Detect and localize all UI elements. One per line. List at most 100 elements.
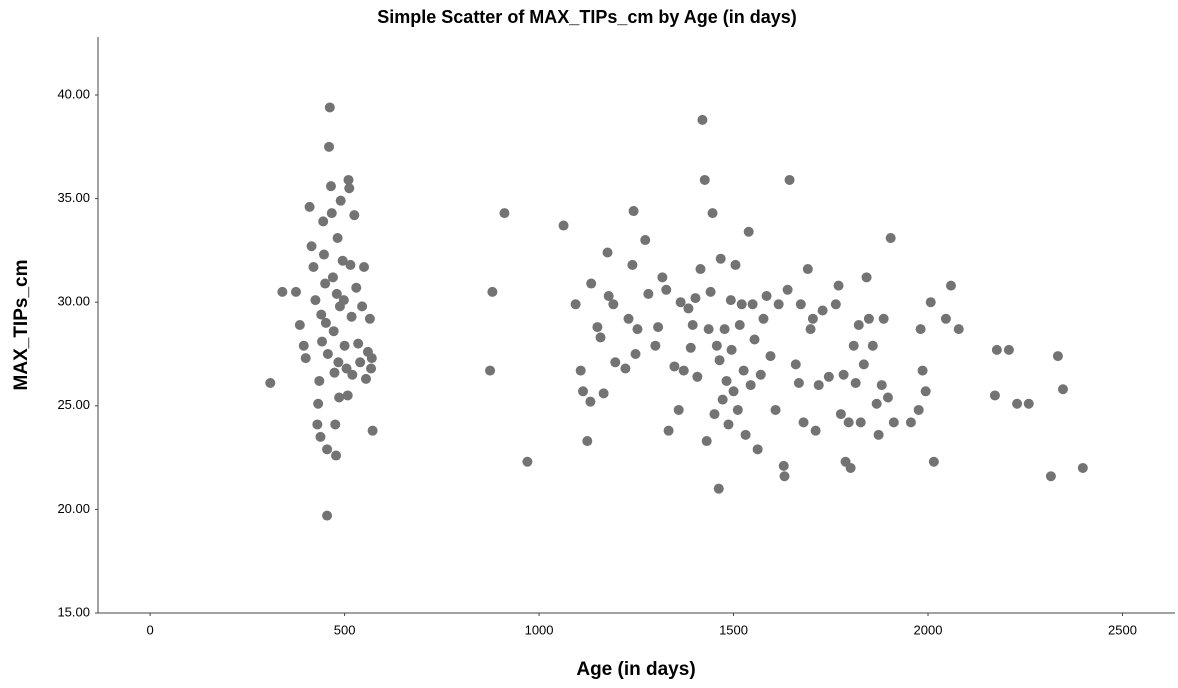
scatter-point [366,353,377,364]
y-tick-label: 30.00 [57,294,90,309]
scatter-point [752,444,763,455]
scatter-point [873,429,884,440]
scatter-point [703,324,714,335]
scatter-point [1003,344,1014,355]
scatter-point [342,390,353,401]
scatter-point [738,365,749,376]
scatter-point [316,309,327,320]
scatter-point [290,286,301,297]
scatter-point [578,386,589,397]
scatter-point [728,386,739,397]
scatter-point [685,342,696,353]
scatter-point [313,398,324,409]
scatter-point [699,174,710,185]
scatter-point [678,365,689,376]
scatter-point [784,174,795,185]
scatter-point [1057,384,1068,395]
scatter-point [602,247,613,258]
scatter-point [848,340,859,351]
scatter-point [915,324,926,335]
scatter-point [359,261,370,272]
scatter-point [592,322,603,333]
scatter-point [347,369,358,380]
scatter-point [585,396,596,407]
scatter-point [838,369,849,380]
scatter-point [324,141,335,152]
scatter-point [650,340,661,351]
scatter-point [917,365,928,376]
x-tick-label: 1000 [525,622,554,637]
scatter-point [945,280,956,291]
y-tick-label: 20.00 [57,501,90,516]
scatter-point [343,174,354,185]
scatter-point [306,241,317,252]
scatter-point [805,324,816,335]
scatter-point [928,456,939,467]
scatter-point [714,355,725,366]
scatter-point [863,313,874,324]
scatter-point [802,264,813,275]
scatter-point [657,272,668,283]
x-tick-label: 2000 [914,622,943,637]
scatter-point [320,278,331,289]
scatter-point [304,201,315,212]
scatter-point [312,419,323,430]
scatter-point [743,226,754,237]
scatter-point [747,299,758,310]
scatter-point [871,398,882,409]
scatter-point [610,357,621,368]
scatter-point [782,284,793,295]
scatter-point [669,361,680,372]
scatter-point [835,409,846,420]
scatter-point [570,299,581,310]
scatter-point [298,340,309,351]
scatter-point [310,295,321,306]
scatter-point [697,114,708,125]
scatter-point [346,311,357,322]
scatter-point [790,359,801,370]
scatter-point [315,431,326,442]
scatter-point [683,303,694,314]
scatter-point [749,334,760,345]
scatter-point [673,404,684,415]
scatter-point [329,367,340,378]
scatter-point [770,404,781,415]
scatter-point [308,261,319,272]
scatter-point [620,363,631,374]
scatter-point [850,378,861,389]
x-tick-label: 0 [147,622,154,637]
scatter-point [337,255,348,266]
scatter-point [721,375,732,386]
x-tick-label: 2500 [1108,622,1137,637]
scatter-point [823,371,834,382]
scatter-point [734,320,745,330]
scatter-point [328,326,339,337]
scatter-point [940,313,951,324]
scatter-point [294,320,305,330]
scatter-point [730,259,741,270]
scatter-point [953,324,964,335]
y-tick-label: 15.00 [57,604,90,619]
scatter-point [858,359,869,370]
y-tick-label: 35.00 [57,190,90,205]
scatter-point [324,102,335,113]
scatter-point [798,417,809,428]
scatter-point [855,417,866,428]
scatter-point [499,208,510,219]
scatter-point [640,235,651,246]
scatter-point [905,417,916,428]
scatter-point [335,195,346,206]
scatter-point [833,280,844,291]
scatter-point [755,369,766,380]
scatter-point [701,436,712,447]
scatter-point [709,409,720,420]
y-axis-label: MAX_TIPs_cm [11,260,32,391]
scatter-point [715,253,726,264]
scatter-point [327,272,338,283]
scatter-point [355,357,366,368]
scatter-point [920,386,931,397]
scatter-point [740,429,751,440]
scatter-point [582,436,593,447]
